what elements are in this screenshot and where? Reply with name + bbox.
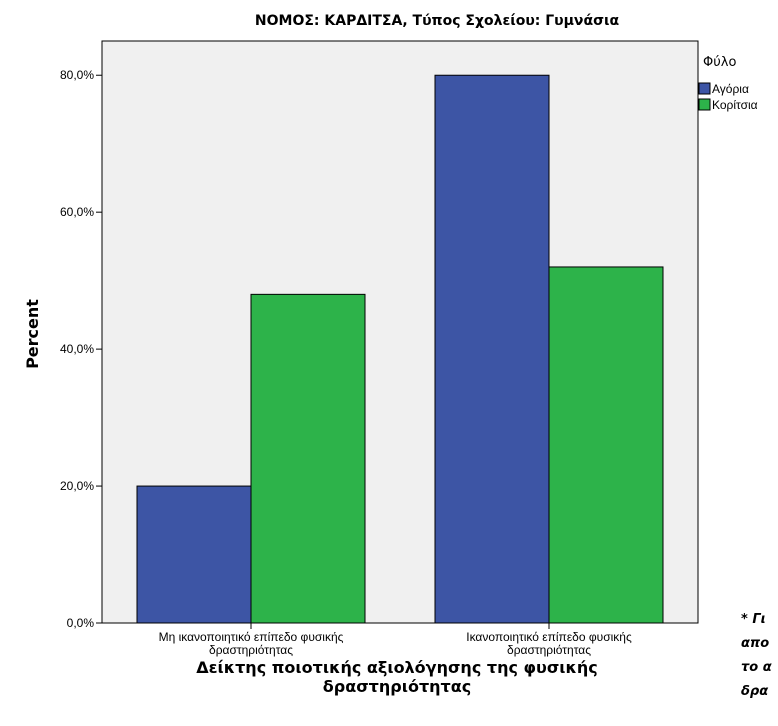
y-tick-label: 80,0% — [60, 68, 94, 82]
x-axis: Μη ικανοποιητικό επίπεδο φυσικήςδραστηρι… — [159, 623, 632, 657]
bar-Αγόρια-1 — [434, 74, 550, 624]
y-axis: 0,0% 20,0% 40,0% 60,0% 80,0% — [60, 68, 102, 630]
x-axis-label-line2: δραστηριότητας — [323, 677, 471, 696]
bar-Κορίτσια-1 — [548, 266, 664, 624]
x-axis-label-line1: Δείκτης ποιοτικής αξιολόγησης της φυσική… — [196, 658, 598, 677]
x-tick-label-line1: Μη ικανοποιητικό επίπεδο φυσικής — [159, 630, 344, 644]
side-note-line-3: το α — [741, 660, 772, 675]
y-axis-label: Percent — [23, 299, 42, 369]
side-note: * Γι απο το α δρα — [741, 612, 772, 699]
side-note-line-4: δρα — [741, 684, 768, 699]
legend-label-Αγόρια: Αγόρια — [712, 82, 749, 96]
bars-group — [136, 74, 664, 624]
chart-title: ΝΟΜΟΣ: ΚΑΡΔΙΤΣΑ, Τύπος Σχολείου: Γυμνάσι… — [255, 13, 620, 29]
x-tick-label-line2: δραστηριότητας — [209, 643, 293, 657]
y-tick-label: 0,0% — [67, 616, 95, 630]
legend-swatch-Κορίτσια — [698, 98, 711, 111]
bar-Αγόρια-0 — [136, 485, 252, 624]
legend: Φύλο Αγόρια Κορίτσια — [698, 55, 758, 112]
bar-Κορίτσια-0 — [250, 293, 366, 624]
x-tick-label-line2: δραστηριότητας — [507, 643, 591, 657]
legend-swatch-Αγόρια — [698, 82, 711, 95]
y-tick-label: 40,0% — [60, 342, 94, 356]
legend-title: Φύλο — [703, 55, 736, 70]
side-note-line-2: απο — [741, 636, 769, 651]
y-tick-label: 20,0% — [60, 479, 94, 493]
y-tick-label: 60,0% — [60, 205, 94, 219]
x-tick-label-line1: Ικανοποιητικό επίπεδο φυσικής — [466, 630, 632, 644]
side-note-line-1: * Γι — [741, 612, 766, 627]
legend-label-Κορίτσια: Κορίτσια — [712, 98, 758, 112]
